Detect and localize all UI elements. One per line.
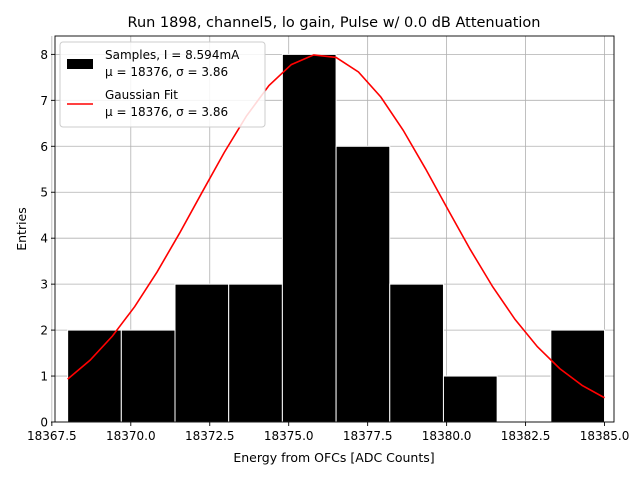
- histogram-bar: [228, 283, 283, 423]
- histogram-bar: [174, 283, 230, 423]
- y-tick-label: 2: [40, 324, 48, 338]
- histogram-bar: [442, 375, 498, 423]
- y-tick-label: 6: [40, 140, 48, 154]
- x-tick-label: 18385.0: [580, 429, 630, 443]
- x-axis-label: Energy from OFCs [ADC Counts]: [233, 450, 434, 465]
- y-tick-label: 3: [40, 278, 48, 292]
- histogram-bar: [550, 329, 606, 423]
- histogram-bar: [120, 329, 176, 423]
- histogram-bars: [67, 53, 606, 423]
- x-tick-label: 18377.5: [343, 429, 393, 443]
- x-tick-label: 18380.0: [422, 429, 472, 443]
- x-axis-ticks: 18367.5 18370.0 18372.5 18375.0 18377.5 18380…: [27, 422, 629, 443]
- x-tick-label: 18372.5: [185, 429, 235, 443]
- plot-frame: [54, 35, 615, 423]
- y-tick-label: 8: [40, 48, 48, 62]
- legend-samples-swatch: [67, 59, 93, 69]
- x-tick-label: 18370.0: [106, 429, 156, 443]
- legend-fit-stats: μ = 18376, σ = 3.86: [105, 105, 228, 119]
- gaussian-fit-curve: [67, 54, 605, 399]
- y-tick-label: 0: [40, 416, 48, 430]
- x-tick-label: 18382.5: [501, 429, 551, 443]
- y-tick-label: 1: [40, 370, 48, 384]
- x-tick-label: 18367.5: [27, 429, 77, 443]
- histogram-bar: [335, 145, 391, 423]
- chart-title: Run 1898, channel5, lo gain, Pulse w/ 0.…: [128, 15, 541, 31]
- y-tick-label: 4: [40, 232, 48, 246]
- histogram-bar: [67, 329, 122, 423]
- legend-samples-stats: μ = 18376, σ = 3.86: [105, 65, 228, 79]
- x-tick-label: 18375.0: [264, 429, 314, 443]
- legend-fit-label: Gaussian Fit: [105, 88, 178, 102]
- y-tick-label: 5: [40, 186, 48, 200]
- legend-frame: [59, 41, 266, 128]
- legend-samples-label: Samples, I = 8.594mA: [105, 48, 240, 62]
- histogram-bar: [389, 283, 444, 423]
- y-axis-ticks: 0 1 2 3 4 5 6 7 8: [40, 48, 55, 430]
- y-tick-label: 7: [40, 94, 48, 108]
- histogram-bar: [281, 53, 337, 423]
- y-axis-label: Entries: [14, 207, 29, 251]
- legend: Samples, I = 8.594mA μ = 18376, σ = 3.86…: [59, 41, 266, 128]
